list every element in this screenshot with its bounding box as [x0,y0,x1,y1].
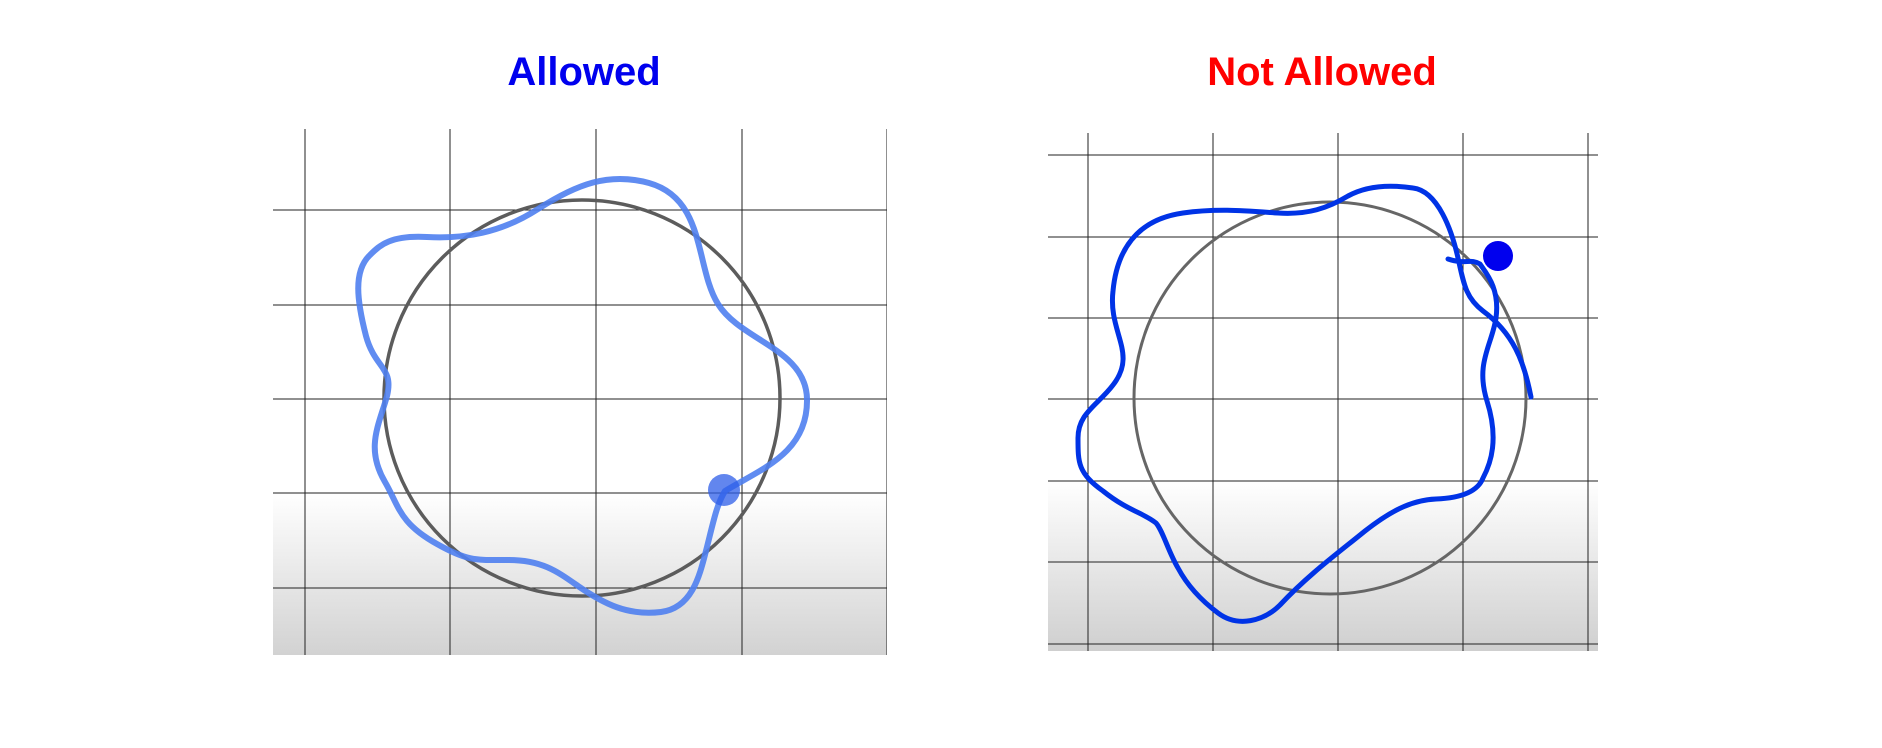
not-allowed-panel [1048,133,1598,651]
allowed-wavy-loop [355,175,811,616]
allowed-title: Allowed [507,50,661,94]
allowed-shaded-region [273,493,887,655]
not-allowed-reference-circle [1132,200,1528,596]
not-allowed-title: Not Allowed [1207,50,1437,94]
allowed-grid [273,129,887,655]
allowed-cursor-marker [708,474,740,506]
not-allowed-wavy-path [1075,183,1534,624]
allowed-panel [273,129,887,655]
not-allowed-cursor-marker [1483,241,1513,271]
